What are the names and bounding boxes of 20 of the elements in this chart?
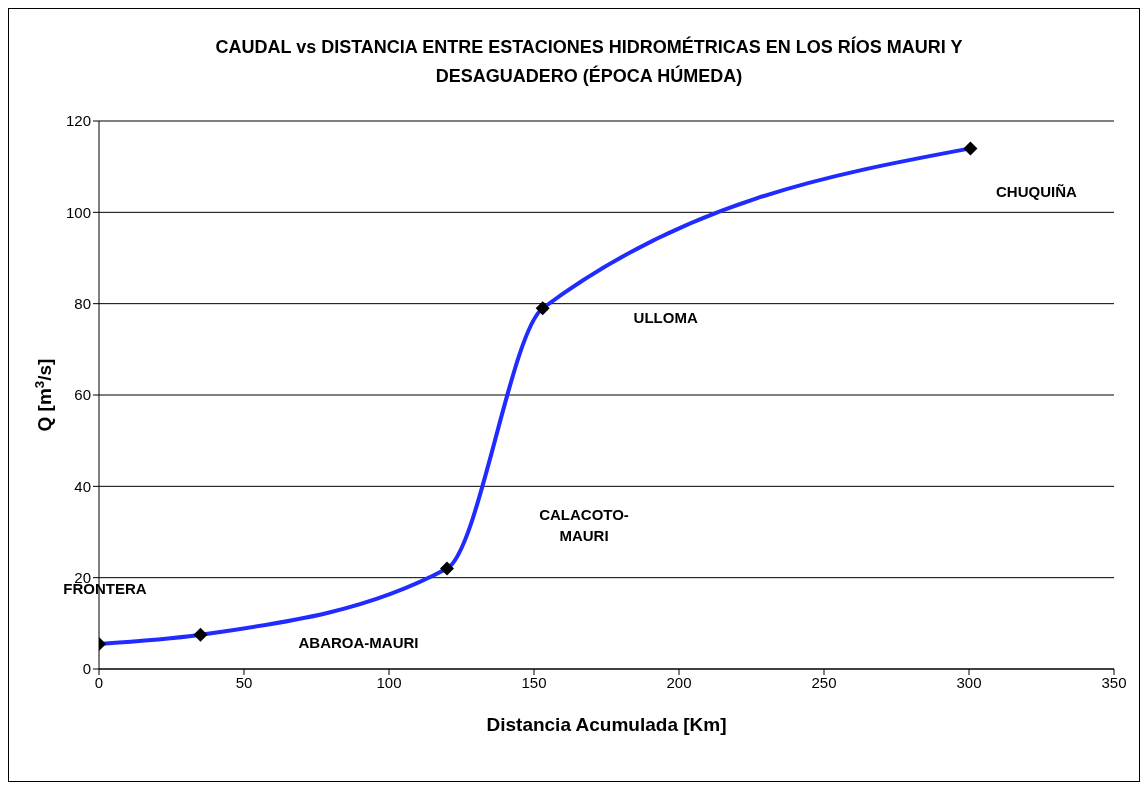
x-tick-label: 200: [666, 673, 692, 691]
y-tick-label: 100: [65, 203, 91, 221]
annotation: CALACOTO-MAURI: [539, 505, 629, 544]
x-tick-label: 100: [376, 673, 402, 691]
annotation: ABAROA-MAURI: [298, 633, 419, 651]
y-tick-label: 60: [74, 386, 91, 404]
y-tick-label: 80: [74, 294, 91, 312]
chart-title: CAUDAL vs DISTANCIA ENTRE ESTACIONES HIDROMÉTRICAS EN LOS RÍOS MAURI Y DESAGUADERO (ÉPOCA HÚMEDA): [214, 35, 964, 88]
x-tick-label: 150: [521, 673, 547, 691]
y-tick-label: 120: [65, 112, 91, 130]
y-tick-label: 0: [82, 660, 91, 678]
annotation: ULLOMA: [633, 309, 698, 327]
x-tick-label: 50: [235, 673, 253, 691]
x-tick-label: 250: [811, 673, 837, 691]
annotation: CHUQUIÑA: [996, 183, 1078, 201]
x-tick-label: 350: [1101, 673, 1127, 691]
x-tick-label: 0: [94, 673, 104, 691]
y-tick-label: 40: [74, 477, 91, 495]
x-tick-label: 300: [956, 673, 982, 691]
x-axis-title: Distancia Acumulada [Km]: [486, 714, 727, 735]
